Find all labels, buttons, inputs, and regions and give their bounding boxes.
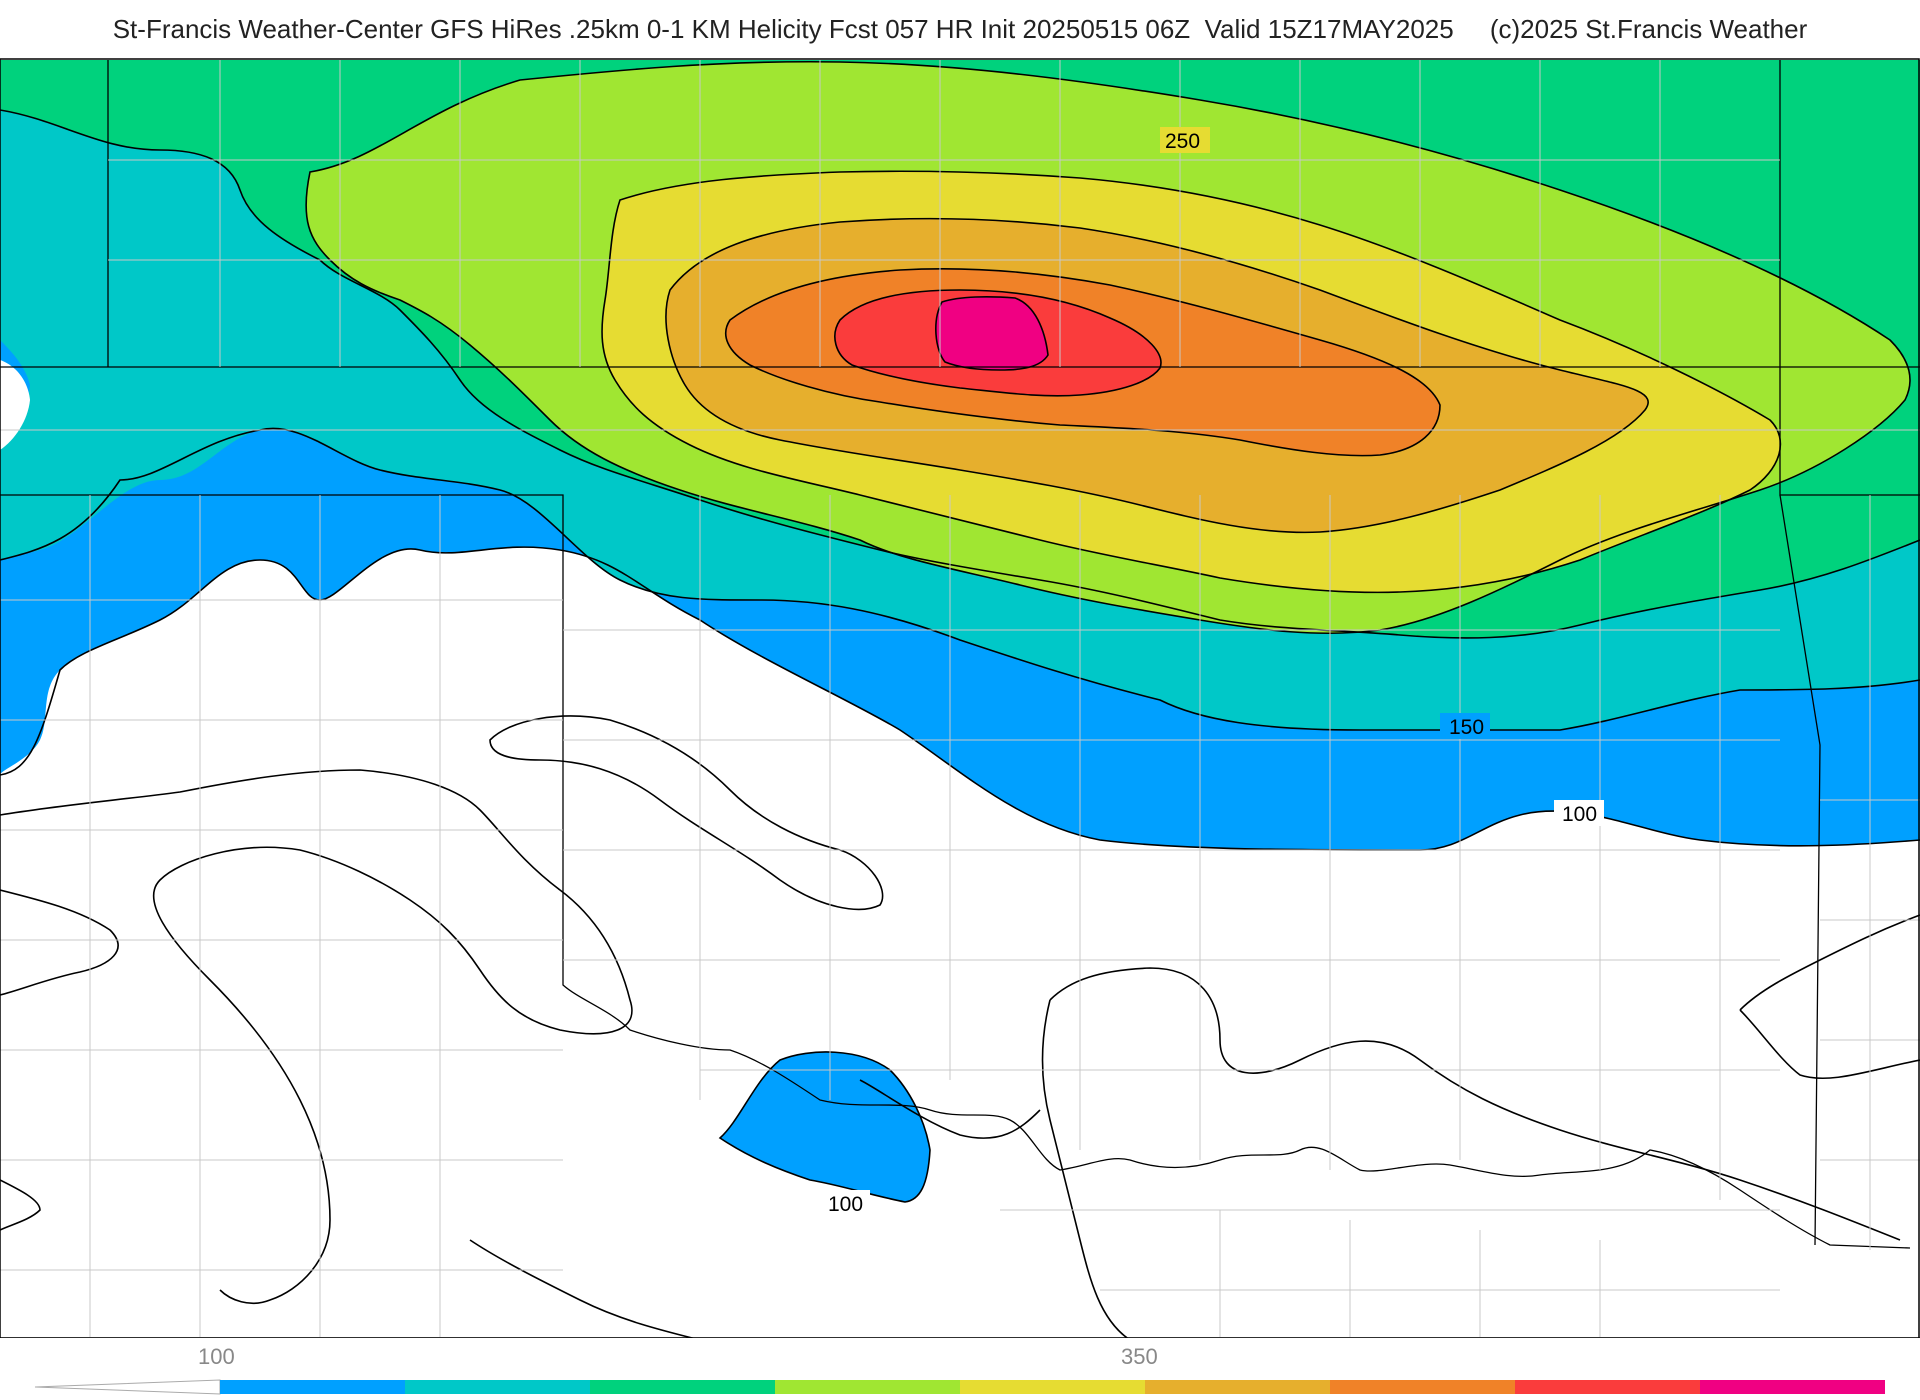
colorbar-bands xyxy=(220,1380,1885,1394)
contour-label-100-bg xyxy=(1554,800,1604,826)
helicity-map: 250 150 100 100 xyxy=(0,58,1920,1338)
colorbar-band xyxy=(1330,1380,1515,1394)
map-title: St-Francis Weather-Center GFS HiRes .25k… xyxy=(112,14,1808,44)
colorbar-band xyxy=(960,1380,1145,1394)
band-100-island-south xyxy=(720,1051,930,1202)
colorbar-right-arrow xyxy=(1700,1380,1885,1394)
contour-label-100-east: 100 xyxy=(1562,803,1597,826)
colorbar-band xyxy=(1515,1380,1700,1394)
contour-label-150: 150 xyxy=(1449,716,1484,739)
colorbar-band xyxy=(220,1380,405,1394)
colorbar-band xyxy=(1145,1380,1330,1394)
colorbar-band xyxy=(405,1380,590,1394)
contour-label-250-bg xyxy=(1160,127,1210,153)
colorbar-band xyxy=(775,1380,960,1394)
colorbar-left-arrow xyxy=(34,1379,221,1395)
colorbar-tick-100: 100 xyxy=(198,1344,235,1369)
band-500 xyxy=(935,296,1048,370)
colorbar xyxy=(34,1379,1885,1395)
map-frame xyxy=(0,58,1920,1338)
contour-label-100-south: 100 xyxy=(828,1193,863,1216)
contour-label-group: 250 150 100 100 xyxy=(820,127,1604,1216)
contour-label-250: 250 xyxy=(1165,130,1200,153)
white-cutout-west xyxy=(0,360,30,450)
colorbar-band xyxy=(590,1380,775,1394)
state-borders xyxy=(0,60,1920,1338)
colorbar-tick-350: 350 xyxy=(1121,1344,1158,1369)
contour-label-100-south-bg xyxy=(820,1190,870,1216)
county-grid xyxy=(0,60,1920,1338)
contour-label-150-bg xyxy=(1440,713,1490,739)
